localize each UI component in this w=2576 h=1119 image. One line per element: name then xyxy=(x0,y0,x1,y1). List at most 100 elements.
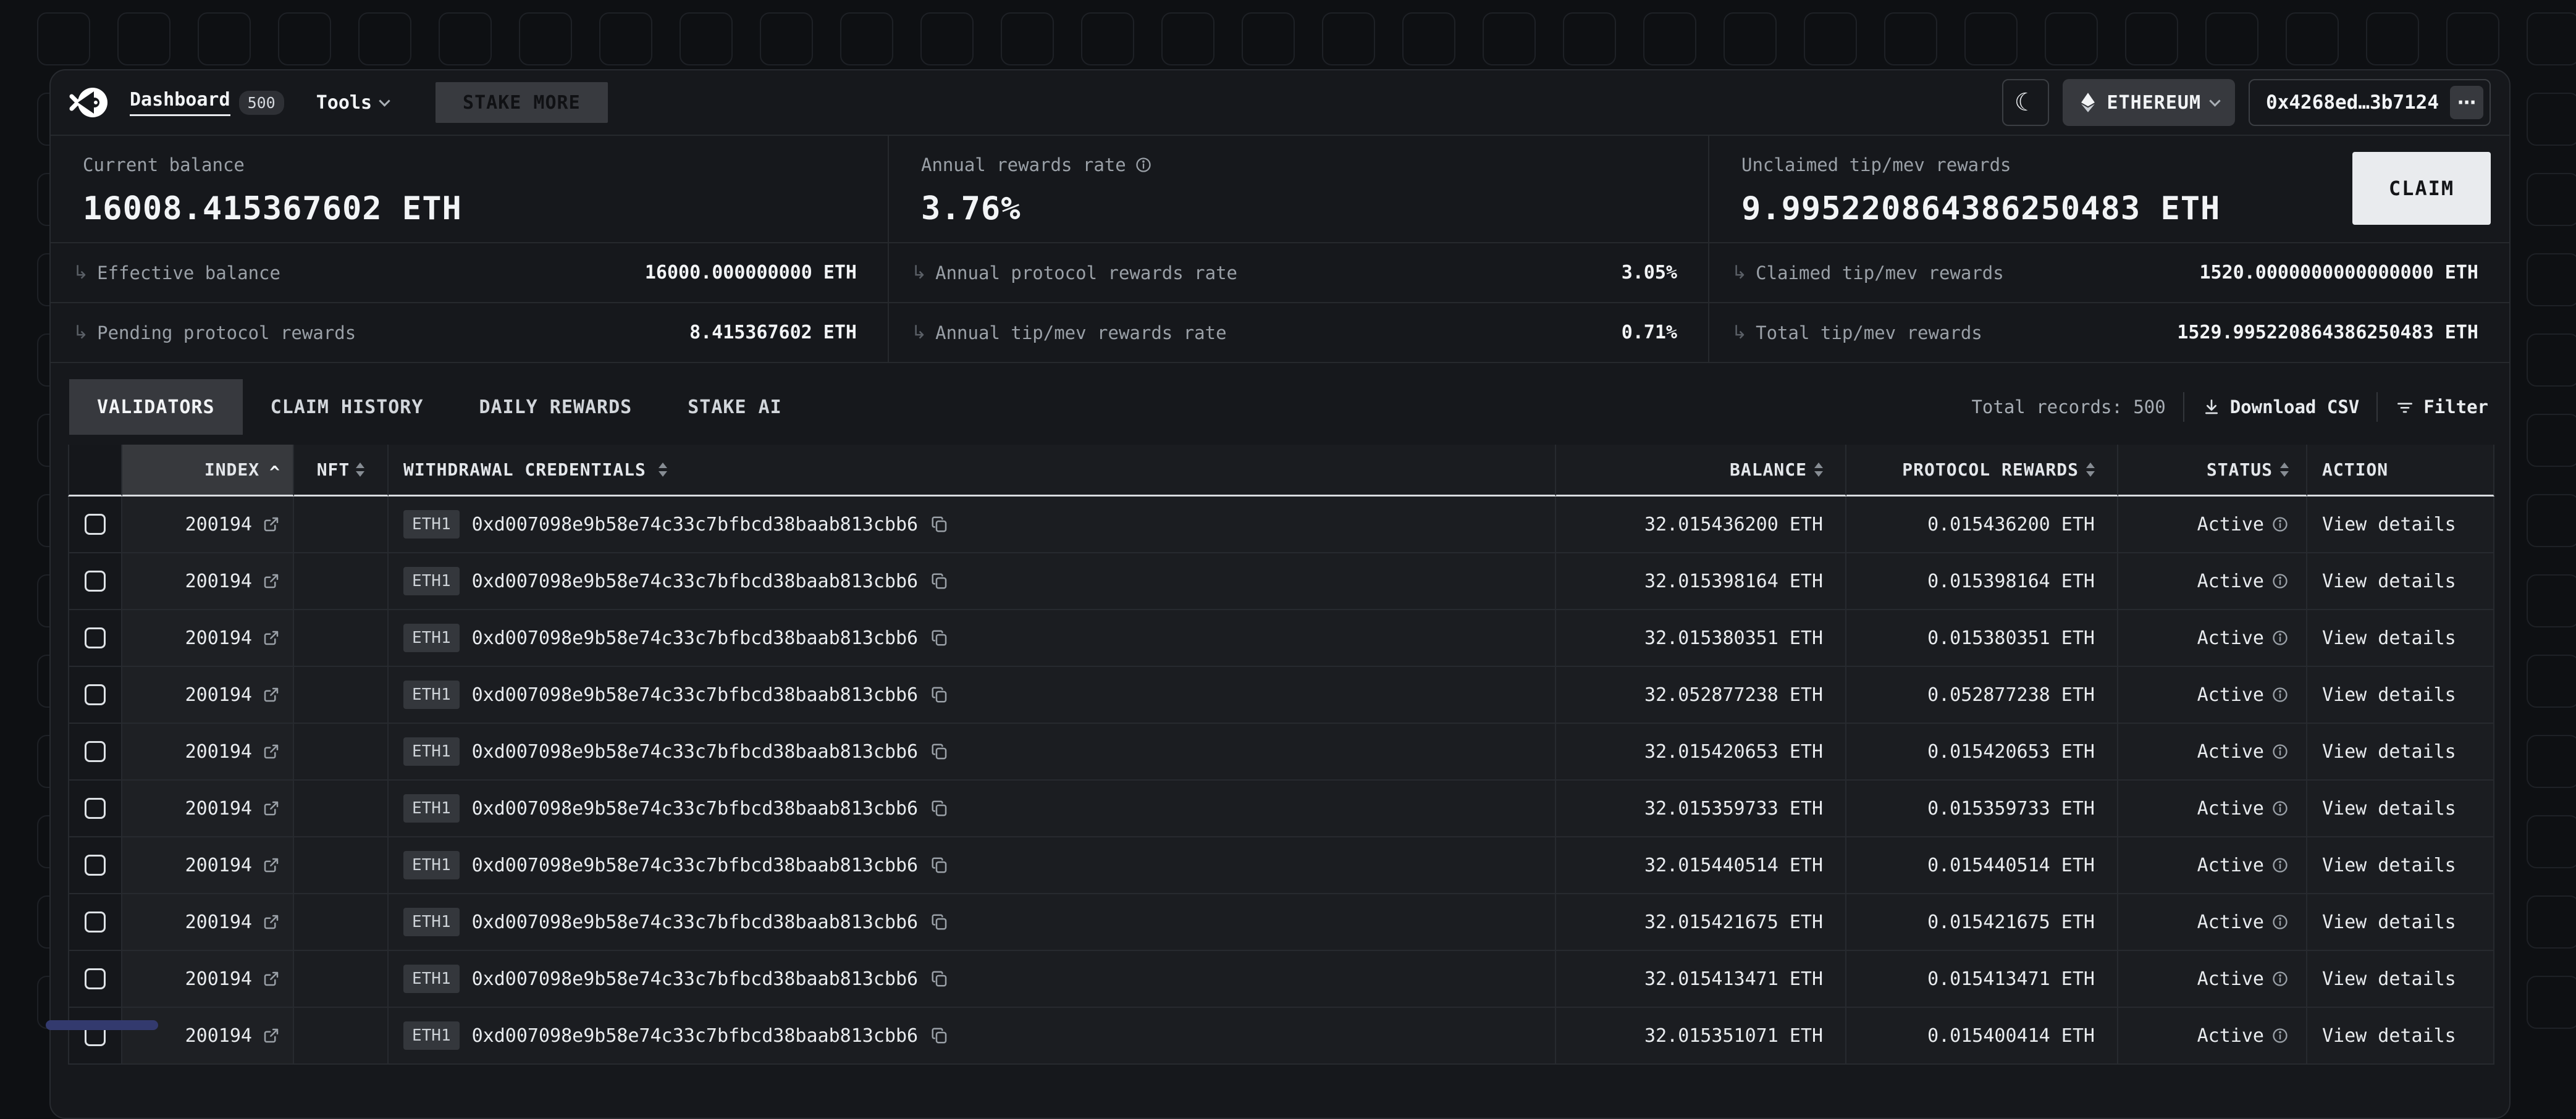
validator-index: 200194 xyxy=(185,855,252,876)
info-icon[interactable] xyxy=(2271,686,2289,703)
moon-icon: ☾ xyxy=(2014,88,2037,117)
row-credentials-cell: ETH1 0xd007098e9b58e74c33c7bfbcd38baab81… xyxy=(389,610,1556,667)
copy-icon[interactable] xyxy=(930,742,949,761)
tab-claim-history[interactable]: CLAIM HISTORY xyxy=(243,379,452,435)
tab-stake-ai[interactable]: STAKE AI xyxy=(660,379,810,435)
info-icon[interactable] xyxy=(1135,156,1152,174)
row-nft-cell xyxy=(294,553,389,610)
header-nft[interactable]: NFT xyxy=(294,445,389,497)
detail-value: 1520.0000000000000000 ETH xyxy=(2199,262,2478,283)
copy-icon[interactable] xyxy=(930,572,949,590)
wallet-chip[interactable]: 0x4268ed…3b7124 ⋯ xyxy=(2249,79,2491,126)
info-icon[interactable] xyxy=(2271,516,2289,533)
header-balance[interactable]: BALANCE xyxy=(1556,445,1846,497)
row-checkbox[interactable] xyxy=(85,912,106,932)
copy-icon[interactable] xyxy=(930,685,949,704)
stat-label: Annual rewards rate xyxy=(921,154,1126,175)
view-details-link[interactable]: View details xyxy=(2322,1025,2456,1047)
row-index-cell: 200194 xyxy=(122,837,294,894)
info-icon[interactable] xyxy=(2271,913,2289,931)
stat-value: 3.76% xyxy=(921,190,1677,227)
copy-icon[interactable] xyxy=(930,1026,949,1045)
download-csv-button[interactable]: Download CSV xyxy=(2202,396,2360,417)
status-value: Active xyxy=(2197,798,2264,819)
info-icon[interactable] xyxy=(2271,572,2289,590)
copy-icon[interactable] xyxy=(930,913,949,931)
view-details-link[interactable]: View details xyxy=(2322,684,2456,706)
view-details-link[interactable]: View details xyxy=(2322,855,2456,876)
row-action-cell: View details xyxy=(2307,497,2494,553)
row-checkbox[interactable] xyxy=(85,514,106,535)
row-checkbox[interactable] xyxy=(85,627,106,648)
view-details-link[interactable]: View details xyxy=(2322,912,2456,933)
view-details-link[interactable]: View details xyxy=(2322,741,2456,763)
tab-validators[interactable]: VALIDATORS xyxy=(69,379,243,435)
copy-icon[interactable] xyxy=(930,799,949,818)
row-balance-cell: 32.015413471 ETH xyxy=(1556,951,1846,1008)
external-link-icon[interactable] xyxy=(262,685,280,704)
info-icon[interactable] xyxy=(2271,857,2289,874)
network-select-button[interactable]: ETHEREUM xyxy=(2063,79,2236,126)
withdrawal-address: 0xd007098e9b58e74c33c7bfbcd38baab813cbb6 xyxy=(472,684,918,706)
filter-button[interactable]: Filter xyxy=(2395,396,2488,417)
tab-daily-rewards[interactable]: DAILY REWARDS xyxy=(451,379,660,435)
row-rewards-cell: 0.015436200 ETH xyxy=(1846,497,2118,553)
view-details-link[interactable]: View details xyxy=(2322,514,2456,535)
theme-toggle-button[interactable]: ☾ xyxy=(2002,79,2049,126)
external-link-icon[interactable] xyxy=(262,799,280,818)
external-link-icon[interactable] xyxy=(262,856,280,874)
row-credentials-cell: ETH1 0xd007098e9b58e74c33c7bfbcd38baab81… xyxy=(389,724,1556,781)
protocol-rewards-value: 0.015400414 ETH xyxy=(1927,1025,2095,1047)
external-link-icon[interactable] xyxy=(262,913,280,931)
external-link-icon[interactable] xyxy=(262,742,280,761)
row-nft-cell xyxy=(294,894,389,951)
row-balance-cell: 32.015398164 ETH xyxy=(1556,553,1846,610)
view-details-link[interactable]: View details xyxy=(2322,798,2456,819)
horizontal-scrollbar-thumb[interactable] xyxy=(46,1020,158,1030)
validator-index: 200194 xyxy=(185,684,252,706)
stat-value: 16008.415367602 ETH xyxy=(83,190,857,227)
header-index[interactable]: INDEX ^ xyxy=(122,445,294,497)
row-index-cell: 200194 xyxy=(122,724,294,781)
return-arrow-icon: ↳ xyxy=(911,322,927,343)
header-status[interactable]: STATUS xyxy=(2118,445,2307,497)
column-label: NFT xyxy=(317,459,350,480)
info-icon[interactable] xyxy=(2271,800,2289,817)
table-row: 200194 ETH1 0xd007098e9b58e74c33c7bfbcd3… xyxy=(68,724,2492,781)
row-checkbox[interactable] xyxy=(85,798,106,819)
external-link-icon[interactable] xyxy=(262,970,280,988)
info-icon[interactable] xyxy=(2271,743,2289,760)
copy-icon[interactable] xyxy=(930,856,949,874)
info-icon[interactable] xyxy=(2271,1027,2289,1044)
view-details-link[interactable]: View details xyxy=(2322,571,2456,592)
claim-button[interactable]: CLAIM xyxy=(2352,152,2491,225)
view-details-link[interactable]: View details xyxy=(2322,627,2456,649)
copy-icon[interactable] xyxy=(930,629,949,647)
nav-item-tools[interactable]: Tools xyxy=(316,92,389,114)
view-details-link[interactable]: View details xyxy=(2322,968,2456,990)
row-checkbox[interactable] xyxy=(85,571,106,592)
copy-icon[interactable] xyxy=(930,515,949,534)
row-checkbox[interactable] xyxy=(85,684,106,705)
external-link-icon[interactable] xyxy=(262,515,280,534)
row-select-cell xyxy=(68,894,122,951)
row-balance-cell: 32.015440514 ETH xyxy=(1556,837,1846,894)
row-checkbox[interactable] xyxy=(85,968,106,989)
nav-item-dashboard[interactable]: Dashboard 500 xyxy=(130,89,284,116)
info-icon[interactable] xyxy=(2271,970,2289,987)
info-icon[interactable] xyxy=(2271,629,2289,647)
column-label: PROTOCOL REWARDS xyxy=(1902,459,2079,480)
external-link-icon[interactable] xyxy=(262,572,280,590)
external-link-icon[interactable] xyxy=(262,1026,280,1045)
external-link-icon[interactable] xyxy=(262,629,280,647)
stake-more-button[interactable]: STAKE MORE xyxy=(436,82,608,123)
balance-value: 32.015359733 ETH xyxy=(1644,798,1823,819)
header-withdrawal-credentials[interactable]: WITHDRAWAL CREDENTIALS xyxy=(389,445,1556,497)
row-checkbox[interactable] xyxy=(85,741,106,762)
row-checkbox[interactable] xyxy=(85,855,106,876)
status-value: Active xyxy=(2197,571,2264,592)
header-protocol-rewards[interactable]: PROTOCOL REWARDS xyxy=(1846,445,2118,497)
wallet-more-button[interactable]: ⋯ xyxy=(2450,86,2483,119)
copy-icon[interactable] xyxy=(930,970,949,988)
app-window: Dashboard 500 Tools STAKE MORE ☾ ETHEREU… xyxy=(49,69,2511,1119)
